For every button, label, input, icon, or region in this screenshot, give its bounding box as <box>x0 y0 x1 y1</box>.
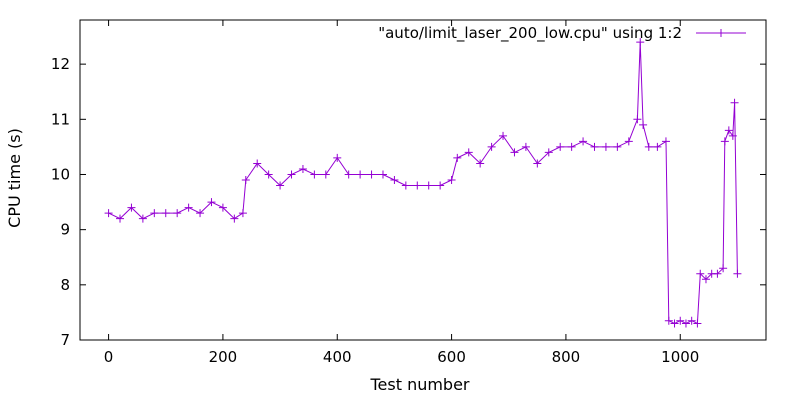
data-point <box>670 319 679 328</box>
data-point <box>464 148 473 157</box>
data-point <box>693 319 702 328</box>
data-point <box>173 209 182 218</box>
data-point <box>413 181 422 190</box>
data-point <box>730 98 739 107</box>
data-point <box>733 269 742 278</box>
data-point <box>701 275 710 284</box>
data-point <box>218 203 227 212</box>
data-point <box>724 126 733 135</box>
legend-marker-sample <box>717 29 725 37</box>
x-tick-label: 800 <box>552 348 581 366</box>
data-point <box>624 137 633 146</box>
data-point <box>378 170 387 179</box>
data-point <box>499 131 508 140</box>
data-point <box>241 176 250 184</box>
data-point <box>601 142 610 151</box>
data-point <box>719 264 728 273</box>
plot-border <box>79 19 767 341</box>
data-point <box>476 159 485 168</box>
data-point <box>344 170 353 179</box>
y-axis-label: CPU time (s) <box>5 128 24 228</box>
x-tick-label: 0 <box>104 348 114 366</box>
data-point <box>533 159 542 168</box>
plot-frame <box>79 19 767 341</box>
data-point <box>696 269 705 278</box>
y-tick-label: 12 <box>51 55 70 73</box>
data-point <box>510 148 519 157</box>
data-point <box>401 181 410 190</box>
y-tick-label: 7 <box>60 331 70 349</box>
x-tick-label: 600 <box>437 348 466 366</box>
x-axis-ticks: 0 200 400 600 800 1000 <box>104 20 699 366</box>
x-axis-label: Test number <box>369 375 469 394</box>
data-point <box>567 142 576 151</box>
data-point <box>681 319 690 328</box>
data-point <box>653 142 662 151</box>
data-point <box>436 181 445 190</box>
data-point <box>720 137 729 146</box>
data-point <box>196 209 205 218</box>
x-tick-label: 200 <box>209 348 238 366</box>
data-point <box>390 176 399 184</box>
data-point <box>728 131 737 140</box>
data-point <box>487 142 496 151</box>
y-tick-label: 9 <box>60 221 70 239</box>
data-point <box>287 170 296 179</box>
data-point <box>644 142 653 151</box>
data-point <box>424 181 433 190</box>
y-tick-label: 8 <box>60 276 70 294</box>
data-point <box>161 209 170 218</box>
legend: "auto/limit_laser_200_low.cpu" using 1:2 <box>378 24 746 43</box>
data-point <box>661 137 670 146</box>
y-axis-ticks: 7 8 9 10 11 12 <box>51 55 766 349</box>
data-point <box>521 142 530 151</box>
data-point <box>138 214 147 223</box>
data-point <box>639 120 648 129</box>
data-point <box>556 142 565 151</box>
data-point <box>230 214 239 223</box>
data-point <box>207 198 216 207</box>
data-point <box>544 148 553 157</box>
data-point <box>633 115 642 124</box>
legend-series-label: "auto/limit_laser_200_low.cpu" using 1:2 <box>378 24 682 43</box>
data-point <box>356 170 365 179</box>
x-tick-label: 400 <box>323 348 352 366</box>
data-point <box>321 170 330 179</box>
x-tick-label: 1000 <box>661 348 699 366</box>
data-point <box>664 316 673 325</box>
data-point <box>367 170 376 179</box>
data-point <box>150 209 159 218</box>
data-point <box>104 209 113 218</box>
data-point <box>264 170 273 179</box>
data-point <box>453 153 462 162</box>
data-point <box>184 203 193 212</box>
data-point <box>713 269 722 278</box>
series-line <box>108 42 738 325</box>
data-point <box>590 142 599 151</box>
data-point <box>253 159 262 168</box>
data-point <box>447 176 456 184</box>
y-tick-label: 10 <box>51 165 70 183</box>
data-point <box>298 164 307 173</box>
series-layer <box>104 38 742 328</box>
data-point <box>116 214 125 223</box>
data-point <box>687 316 696 325</box>
data-point <box>613 142 622 151</box>
data-point <box>636 38 645 47</box>
data-point <box>238 209 247 218</box>
data-point <box>310 170 319 179</box>
data-point <box>127 203 136 212</box>
y-tick-label: 11 <box>51 110 70 128</box>
data-point <box>276 181 285 190</box>
data-point <box>579 137 588 146</box>
data-point <box>333 153 342 162</box>
data-point <box>676 316 685 325</box>
